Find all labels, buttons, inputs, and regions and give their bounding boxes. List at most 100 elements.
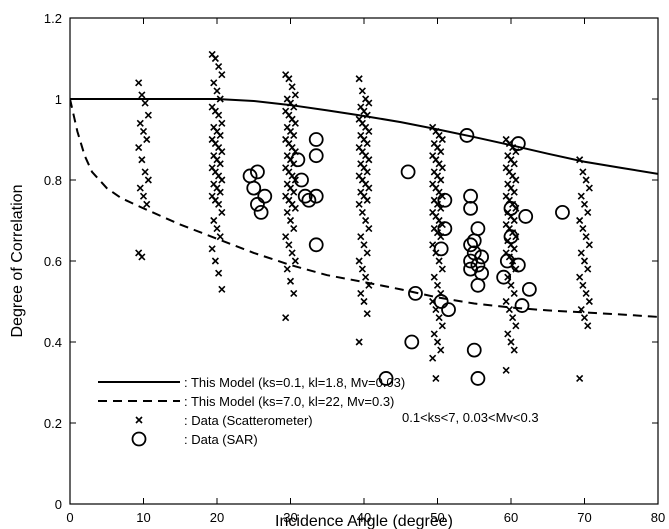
y-tick-label: 1 [55, 92, 62, 107]
x-axis-label: Incidence Angle (degree) [275, 513, 453, 529]
scatterometer-point [437, 176, 445, 184]
scatterometer-point [218, 208, 226, 216]
scatterometer-point [208, 245, 216, 253]
scatterometer-point [365, 225, 373, 233]
plot-frame [69, 17, 659, 505]
scatterometer-point [435, 314, 443, 322]
scatterometer-point [138, 91, 146, 99]
scatterometer-point [430, 273, 438, 281]
scatterometer-point [358, 265, 366, 273]
legend-label: : This Model (ks=0.1, kl=1.8, Mv=0.03) [184, 375, 405, 390]
legend-label: : Data (SAR) [184, 432, 258, 447]
scatterometer-point [580, 200, 589, 208]
scatterometer-point [216, 95, 224, 103]
scatterometer-point [438, 135, 446, 144]
scatterometer-point [438, 322, 446, 330]
scatterometer-point [502, 366, 510, 374]
scatterometer-point [585, 297, 593, 306]
scatterometer-point [363, 310, 371, 318]
scatterometer-point [213, 225, 221, 233]
x-tick-label: 80 [651, 510, 665, 525]
scatterometer-point [216, 131, 224, 140]
scatterometer-point [218, 176, 226, 184]
scatterometer-point [577, 192, 585, 200]
sar-point [294, 172, 309, 188]
scatterometer-point [355, 200, 363, 208]
x-tick-label: 30 [283, 510, 297, 525]
scatterometer-point [144, 176, 152, 184]
scatterometer-point [433, 281, 442, 289]
legend-circle-marker [131, 431, 147, 447]
sar-point [257, 188, 273, 204]
scatterometer-point [579, 281, 587, 289]
scatterometer-point [288, 83, 296, 91]
y-tick-label: 0.2 [44, 416, 62, 431]
scatterometer-point [358, 87, 366, 95]
scatterometer-point [141, 168, 149, 176]
x-tick-label: 40 [357, 510, 371, 525]
sar-point [521, 281, 537, 297]
sar-point [308, 148, 324, 164]
scatterometer-point [143, 135, 151, 144]
sar-point [470, 257, 486, 273]
scatterometer-point [510, 245, 518, 253]
scatterometer-point [288, 249, 296, 257]
sar-point [433, 241, 449, 257]
scatterometer-point [435, 257, 443, 265]
sar-point [308, 237, 324, 253]
sar-point [514, 298, 530, 313]
scatterometer-point [286, 216, 295, 225]
scatterometer-point [510, 160, 518, 168]
sar-point [503, 229, 519, 245]
scatterometer-point [285, 241, 293, 249]
sar-point [378, 371, 394, 386]
scatterometer-point [576, 216, 584, 225]
scatterometer-point [282, 314, 290, 322]
scatterometer-point [582, 233, 590, 241]
y-tick-label: 0.8 [44, 173, 62, 188]
sar-point [474, 249, 490, 265]
y-tick-label: 0.4 [44, 335, 62, 350]
scatterometer-point [576, 156, 584, 164]
scatterometer-point [510, 188, 518, 196]
scatterometer-point [285, 75, 293, 83]
scatterometer-point [433, 338, 442, 346]
x-tick-label: 50 [430, 510, 444, 525]
scatterometer-point [365, 184, 373, 192]
scatterometer-point [579, 225, 587, 233]
sar-point [463, 200, 478, 216]
sar-point [408, 285, 423, 301]
scatterometer-point [438, 164, 446, 172]
x-tick-label: 70 [577, 510, 591, 525]
scatterometer-point [135, 144, 143, 152]
sar-point [246, 180, 262, 196]
legend: : This Model (ks=0.1, kl=1.8, Mv=0.03) : … [98, 375, 405, 447]
legend-label: : This Model (ks=7.0, kl=22, Mv=0.3) [184, 394, 394, 409]
sar-point [437, 221, 453, 237]
scatterometer-point [504, 330, 512, 338]
scatterometer-point [141, 99, 149, 107]
sar-point [463, 237, 478, 253]
scatterometer-point [584, 208, 592, 216]
sar-point [400, 164, 416, 180]
scatterometer-point [218, 119, 226, 127]
scatterometer-point [512, 322, 520, 330]
scatterometer-point [210, 216, 218, 225]
scatterometer-point [216, 233, 224, 241]
scatterometer-point [507, 281, 515, 289]
scatterometer-point [360, 241, 368, 249]
sar-point [470, 371, 486, 386]
sar-point [470, 221, 486, 237]
plot-area [70, 50, 658, 386]
scatterometer-point [362, 216, 370, 225]
y-tick-label: 1.2 [44, 11, 62, 26]
sar-point [510, 257, 526, 273]
scatterometer-point [502, 297, 510, 306]
parameter-range-annotation: 0.1<ks<7, 0.03<Mv<0.3 [402, 410, 539, 425]
scatterometer-point [576, 374, 584, 383]
scatterometer-point [365, 281, 373, 289]
scatterometer-point [505, 306, 513, 314]
scatterometer-point [218, 71, 226, 79]
scatterometer-point [291, 119, 299, 127]
sar-point [441, 302, 456, 318]
